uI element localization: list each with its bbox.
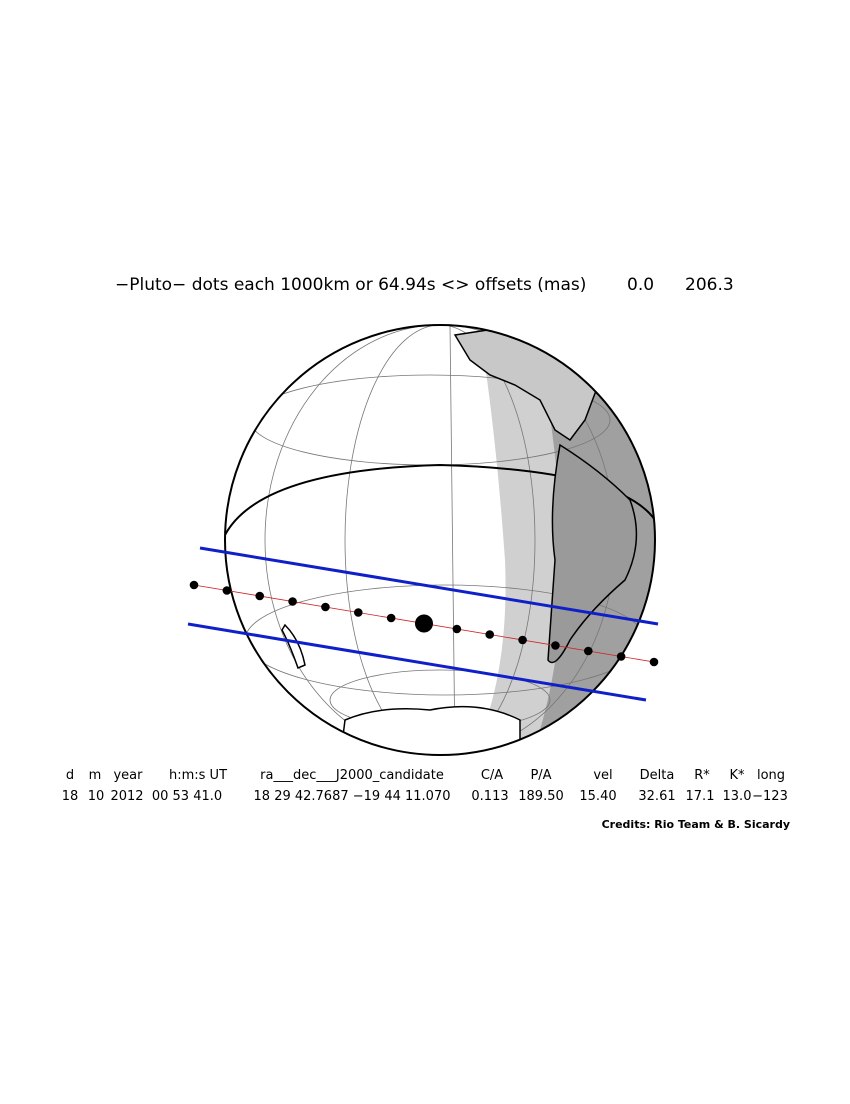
- offset-y: 206.3: [685, 275, 734, 295]
- cell: 18: [62, 789, 79, 804]
- dot: [189, 580, 199, 590]
- offset-x: 0.0: [627, 275, 654, 295]
- dot: [583, 646, 593, 656]
- column-header: P/A: [530, 768, 551, 783]
- column-header: m: [89, 768, 102, 783]
- cell: 2012: [110, 789, 143, 804]
- column-header: C/A: [481, 768, 503, 783]
- cell: 15.40: [579, 789, 616, 804]
- cell: 10: [88, 789, 105, 804]
- column-header: d: [66, 768, 74, 783]
- dot: [616, 652, 626, 661]
- column-header: ra___dec___J2000_candidate: [260, 768, 444, 783]
- dot: [386, 613, 396, 623]
- column-header: R*: [694, 768, 710, 783]
- dot: [518, 635, 527, 645]
- dot: [649, 657, 659, 667]
- column-header: year: [113, 768, 143, 783]
- column-header: Delta: [640, 768, 675, 783]
- cell: 0.113: [471, 789, 508, 804]
- cell: 18 29 42.7687 −19 44 11.070: [254, 789, 451, 804]
- dot: [222, 586, 232, 595]
- dot: [255, 591, 265, 601]
- shadow-limit-north: [199, 546, 659, 626]
- cell: 17.1: [686, 789, 715, 804]
- dot: [288, 597, 297, 606]
- column-header: vel: [593, 768, 612, 783]
- dot: [452, 624, 462, 634]
- globe-limb: [224, 324, 656, 756]
- cell: 32.61: [638, 789, 675, 804]
- cell: 13.0: [723, 789, 752, 804]
- dot: [485, 630, 495, 639]
- dot: [321, 602, 330, 612]
- table: d m year h:m:s UT ra___dec___J2000_candidate…: [62, 768, 788, 804]
- dot: [551, 641, 560, 650]
- pluto: [415, 614, 433, 633]
- globe: [225, 325, 655, 755]
- cell: 00 53 41.0: [152, 789, 222, 804]
- title: −Pluto− dots each 1000km or 64.94s <> of…: [115, 275, 586, 295]
- column-header: long: [757, 768, 785, 783]
- time-dots: [189, 580, 659, 667]
- shadow-limit-south: [187, 622, 647, 702]
- dot: [353, 608, 363, 617]
- cell: 189.50: [518, 789, 564, 804]
- cell: −123: [752, 789, 788, 804]
- column-header: K*: [729, 768, 745, 783]
- credits: Credits: Rio Team & B. Sicardy: [602, 818, 790, 831]
- column-header: h:m:s UT: [169, 768, 227, 783]
